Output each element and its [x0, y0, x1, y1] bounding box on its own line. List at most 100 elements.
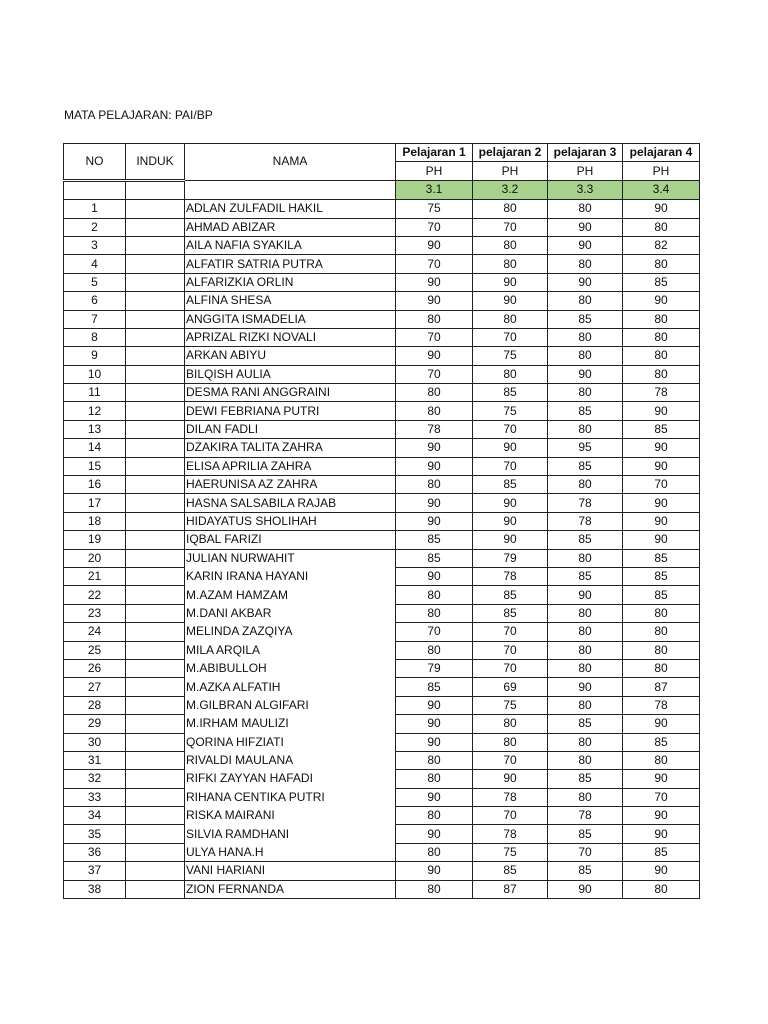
- score-subject-2: 70: [472, 327, 548, 348]
- score-subject-4: 90: [622, 199, 700, 219]
- score-subject-1: 90: [395, 235, 473, 256]
- score-subject-2: 90: [472, 438, 548, 458]
- induk-cell: [125, 861, 185, 881]
- header-ph-4: PH: [622, 161, 700, 181]
- score-subject-1: 90: [395, 511, 473, 532]
- student-name: MILA ARQILA: [184, 641, 396, 660]
- score-subject-4: 90: [622, 806, 700, 826]
- score-subject-3: 80: [547, 603, 623, 624]
- student-name: ULYA HANA.H: [184, 843, 396, 862]
- score-subject-3: 80: [547, 640, 623, 660]
- row-number: 34: [63, 806, 126, 826]
- student-name: ARKAN ABIYU: [184, 346, 396, 366]
- student-name: ALFARIZKIA ORLIN: [184, 272, 396, 293]
- table-row: 28 M.GILBRAN ALGIFARI 90 75 80 78: [63, 695, 700, 716]
- row-number: 23: [63, 603, 126, 624]
- score-subject-4: 90: [622, 438, 700, 458]
- score-subject-3: 80: [547, 199, 623, 219]
- row-number: 9: [63, 346, 126, 366]
- score-subject-2: 70: [472, 419, 548, 440]
- score-subject-1: 80: [395, 603, 473, 624]
- student-name: RIHANA CENTIKA PUTRI: [184, 788, 396, 807]
- student-name: ALFINA SHESA: [184, 291, 396, 311]
- score-subject-2: 70: [472, 622, 548, 642]
- score-subject-2: 70: [472, 750, 548, 771]
- table-row: 7 ANGGITA ISMADELIA 80 80 85 80: [63, 309, 700, 329]
- score-subject-4: 85: [622, 842, 700, 863]
- induk-cell: [125, 327, 185, 348]
- score-subject-2: 85: [472, 603, 548, 624]
- score-subject-4: 80: [622, 364, 700, 385]
- score-subject-2: 75: [472, 346, 548, 366]
- row-number: 38: [63, 879, 126, 900]
- score-subject-2: 70: [472, 456, 548, 477]
- blank-cell: [125, 178, 185, 201]
- score-subject-1: 80: [395, 842, 473, 863]
- score-subject-3: 80: [547, 346, 623, 366]
- student-name: AILA NAFIA SYAKILA: [184, 235, 396, 256]
- table-row: 14 DZAKIRA TALITA ZAHRA 90 90 95 90: [63, 438, 700, 458]
- table-row: 18 HIDAYATUS SHOLIHAH 90 90 78 90: [63, 511, 700, 532]
- score-subject-2: 78: [472, 787, 548, 808]
- score-subject-1: 90: [395, 272, 473, 293]
- row-number: 36: [63, 842, 126, 863]
- blank-cell: [184, 179, 396, 201]
- table-row: 10 BILQISH AULIA 70 80 90 80: [63, 364, 700, 385]
- header-ph-3: PH: [547, 161, 623, 181]
- score-subject-2: 70: [472, 806, 548, 826]
- header-induk: INDUK: [125, 143, 185, 181]
- table-row: 3 AILA NAFIA SYAKILA 90 80 90 82: [63, 235, 700, 256]
- score-subject-3: 85: [547, 769, 623, 789]
- score-subject-4: 82: [622, 235, 700, 256]
- score-subject-3: 85: [547, 861, 623, 881]
- code-2: 3.2: [472, 179, 548, 201]
- score-subject-4: 78: [622, 383, 700, 403]
- score-subject-1: 85: [395, 677, 473, 697]
- induk-cell: [125, 695, 185, 716]
- score-subject-1: 75: [395, 199, 473, 219]
- score-subject-1: 90: [395, 695, 473, 716]
- score-subject-2: 69: [472, 677, 548, 697]
- row-number: 12: [63, 401, 126, 421]
- induk-cell: [125, 879, 185, 900]
- student-name: APRIZAL RIZKI NOVALI: [184, 327, 396, 348]
- score-subject-4: 90: [622, 291, 700, 311]
- induk-cell: [125, 199, 185, 219]
- score-subject-2: 75: [472, 695, 548, 716]
- score-subject-1: 90: [395, 732, 473, 752]
- header-ph-1: PH: [395, 161, 473, 181]
- score-subject-1: 90: [395, 787, 473, 808]
- row-number: 30: [63, 732, 126, 752]
- score-subject-4: 80: [622, 346, 700, 366]
- score-subject-2: 70: [472, 640, 548, 660]
- score-subject-2: 90: [472, 511, 548, 532]
- score-subject-4: 85: [622, 566, 700, 587]
- score-subject-1: 80: [395, 879, 473, 900]
- student-name: DILAN FADLI: [184, 419, 396, 440]
- induk-cell: [125, 511, 185, 532]
- score-subject-2: 80: [472, 235, 548, 256]
- induk-cell: [125, 364, 185, 385]
- score-subject-3: 80: [547, 787, 623, 808]
- induk-cell: [125, 217, 185, 237]
- score-subject-4: 90: [622, 530, 700, 550]
- student-name: RISKA MAIRANI: [184, 806, 396, 825]
- score-subject-4: 80: [622, 640, 700, 660]
- score-subject-4: 80: [622, 658, 700, 679]
- score-subject-3: 85: [547, 714, 623, 734]
- row-number: 7: [63, 309, 126, 329]
- score-subject-4: 80: [622, 879, 700, 900]
- student-name: HIDAYATUS SHOLIHAH: [184, 511, 396, 532]
- row-number: 20: [63, 548, 126, 568]
- induk-cell: [125, 622, 185, 642]
- table-row: 20 JULIAN NURWAHIT 85 79 80 85: [63, 548, 700, 568]
- score-subject-3: 78: [547, 806, 623, 826]
- table-row: 35 SILVIA RAMDHANI 90 78 85 90: [63, 824, 700, 844]
- table-row: 4 ALFATIR SATRIA PUTRA 70 80 80 80: [63, 254, 700, 274]
- score-subject-4: 85: [622, 272, 700, 293]
- induk-cell: [125, 346, 185, 366]
- score-subject-3: 80: [547, 548, 623, 568]
- code-3: 3.3: [547, 179, 623, 201]
- induk-cell: [125, 603, 185, 624]
- score-subject-3: 90: [547, 364, 623, 385]
